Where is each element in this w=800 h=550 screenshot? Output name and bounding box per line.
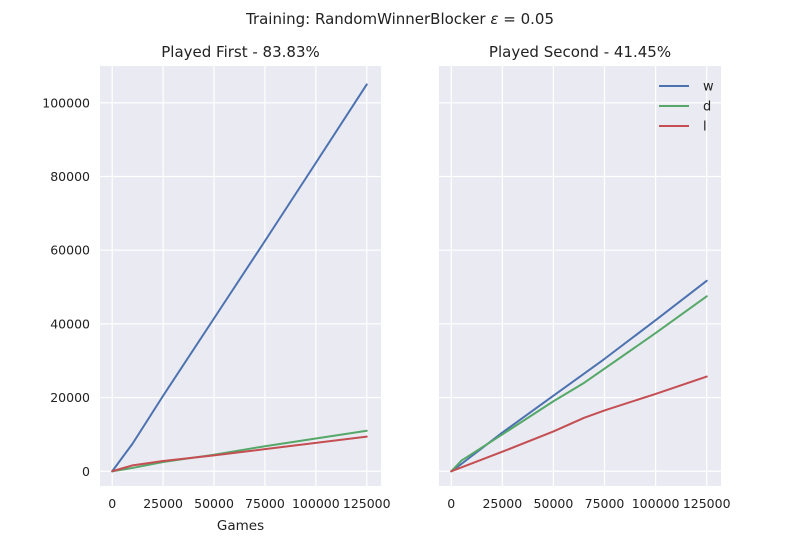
y-tick-label: 40000 bbox=[50, 316, 90, 331]
panel-title: Played Second - 41.45% bbox=[489, 43, 671, 61]
series-line-w bbox=[450, 279, 708, 473]
x-tick-label: 100000 bbox=[292, 496, 340, 511]
x-tick-label: 125000 bbox=[343, 496, 391, 511]
series-line-l bbox=[450, 375, 708, 473]
panel-1: 0 25000 50000 75000 100000 125000020000400006… bbox=[42, 43, 390, 534]
panel-title: Played First - 83.83% bbox=[161, 43, 320, 61]
y-tick-label: 100000 bbox=[42, 95, 90, 110]
panel-2: 0 25000 50000 75000 100000 125000 Played Secon… bbox=[439, 43, 731, 511]
figure-suptitle: Training: RandomWinnerBlocker ε = 0.05 bbox=[245, 10, 554, 28]
x-tick-label: 125000 bbox=[683, 496, 731, 511]
legend-label-d: d bbox=[703, 100, 711, 115]
plot-area bbox=[439, 66, 721, 486]
x-tick-label: 75000 bbox=[585, 496, 625, 511]
series-line-d bbox=[450, 295, 708, 473]
suptitle-symbol: ε bbox=[490, 10, 498, 28]
suptitle-suffix: = 0.05 bbox=[498, 10, 554, 28]
y-tick-label: 0 bbox=[82, 464, 90, 479]
x-tick-label: 50000 bbox=[534, 496, 574, 511]
series-line-w bbox=[111, 83, 368, 473]
x-tick-label: 50000 bbox=[194, 496, 234, 511]
x-tick-label: 25000 bbox=[143, 496, 183, 511]
x-tick-label: 0 bbox=[447, 496, 455, 511]
suptitle-prefix: Training: RandomWinnerBlocker bbox=[245, 10, 490, 28]
x-tick-label: 100000 bbox=[632, 496, 680, 511]
y-tick-label: 20000 bbox=[50, 390, 90, 405]
x-tick-label: 75000 bbox=[245, 496, 285, 511]
y-tick-label: 80000 bbox=[50, 169, 90, 184]
legend-label-w: w bbox=[703, 80, 714, 95]
legend: wdl bbox=[659, 80, 714, 135]
y-tick-label: 60000 bbox=[50, 243, 90, 258]
x-tick-label: 25000 bbox=[482, 496, 522, 511]
series-line-l bbox=[111, 435, 368, 473]
x-tick-label: 0 bbox=[108, 496, 116, 511]
x-axis-label: Games bbox=[217, 518, 264, 534]
legend-label-l: l bbox=[703, 120, 707, 135]
